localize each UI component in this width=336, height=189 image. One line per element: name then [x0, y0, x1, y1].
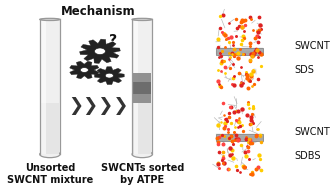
Bar: [134, 19, 138, 154]
Polygon shape: [70, 61, 99, 79]
Text: SDS: SDS: [294, 65, 314, 75]
Bar: [216, 48, 263, 55]
Text: SWCNT: SWCNT: [294, 41, 330, 51]
Polygon shape: [80, 39, 120, 64]
Bar: [133, 73, 152, 103]
Bar: [132, 19, 153, 154]
Text: ❯❯❯❯: ❯❯❯❯: [68, 97, 129, 115]
Text: Unsorted
SWCNT mixture: Unsorted SWCNT mixture: [7, 163, 93, 185]
Text: SDBS: SDBS: [294, 151, 321, 161]
Bar: [41, 103, 59, 154]
Bar: [41, 19, 46, 154]
Ellipse shape: [40, 151, 60, 158]
Bar: [133, 103, 152, 154]
Circle shape: [105, 73, 114, 78]
Text: SWCNTs sorted
by ATPE: SWCNTs sorted by ATPE: [100, 163, 184, 185]
Bar: [40, 19, 60, 154]
Text: ?: ?: [109, 33, 118, 47]
Bar: [133, 82, 152, 94]
Ellipse shape: [40, 18, 60, 21]
Ellipse shape: [132, 18, 153, 21]
Circle shape: [94, 48, 106, 55]
Bar: [216, 134, 263, 141]
Text: SWCNT: SWCNT: [294, 127, 330, 137]
Circle shape: [80, 67, 88, 72]
Ellipse shape: [132, 151, 153, 158]
Text: Mechanism: Mechanism: [61, 5, 136, 19]
Polygon shape: [94, 67, 124, 84]
